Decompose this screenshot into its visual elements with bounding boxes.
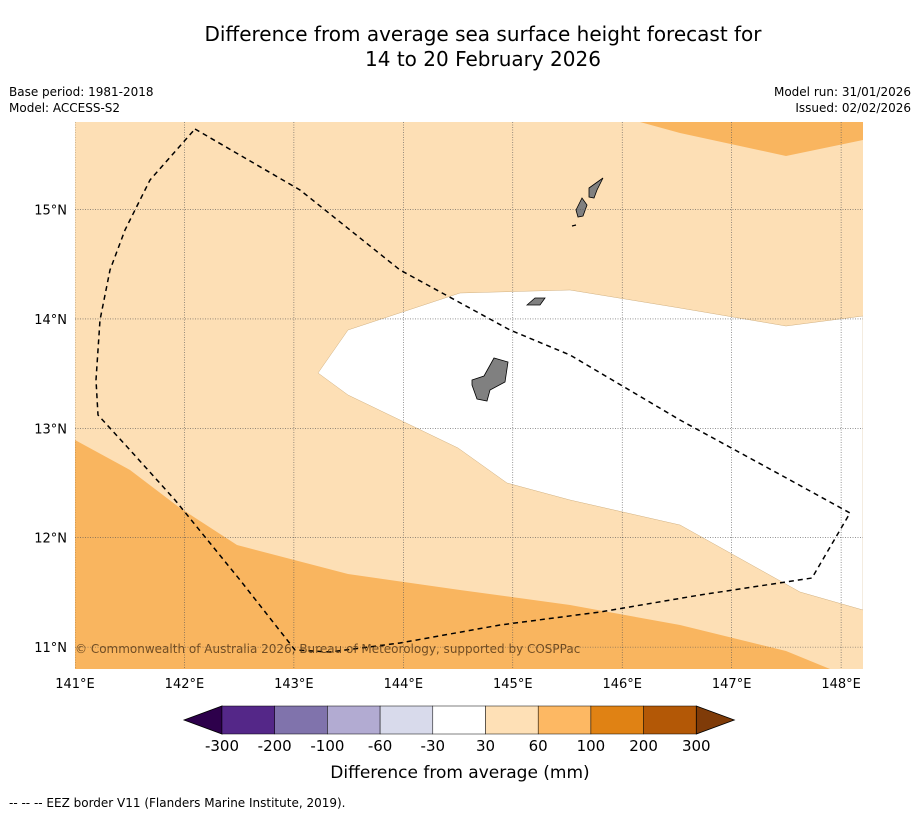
colorbar-segment <box>274 705 328 735</box>
colorbar-segment <box>221 705 275 735</box>
lon-tick-label: 147°E <box>712 677 752 692</box>
lat-tick-label: 11°N <box>34 641 67 656</box>
colorbar-tick-label: -200 <box>258 737 292 755</box>
lon-tick-label: 142°E <box>165 677 205 692</box>
colorbar-segment <box>485 705 539 735</box>
title-line-1: Difference from average sea surface heig… <box>204 22 762 46</box>
island-guam <box>471 357 509 402</box>
island-rota <box>525 297 546 306</box>
title-line-2: 14 to 20 February 2026 <box>365 47 601 71</box>
island-tinian <box>575 197 588 218</box>
copyright-text: © Commonwealth of Australia 2026, Bureau… <box>75 642 580 656</box>
lon-tick-label: 148°E <box>821 677 861 692</box>
colorbar-tick-label: -100 <box>310 737 344 755</box>
island-saipan <box>588 177 604 199</box>
colorbar-tick-label: -60 <box>368 737 393 755</box>
island-aguijan <box>571 224 577 227</box>
colorbar-ticks: -300 -200 -100 -60 -30 30 60 100 200 300 <box>205 737 711 755</box>
lat-tick-label: 12°N <box>34 532 67 547</box>
colorbar-tick-label: 300 <box>682 737 711 755</box>
meta-left: Base period: 1981-2018 Model: ACCESS-S2 <box>9 84 154 116</box>
latitude-labels: 15°N 14°N 13°N 12°N 11°N <box>34 204 67 657</box>
meta-right: Model run: 31/01/2026 Issued: 02/02/2026 <box>774 84 911 116</box>
colorbar-extend-low <box>182 705 223 735</box>
colorbar-segment <box>590 705 644 735</box>
lat-tick-label: 15°N <box>34 204 67 219</box>
colorbar-tick-label: 200 <box>629 737 658 755</box>
colorbar-tick-label: -30 <box>421 737 446 755</box>
colorbar-tick-label: 100 <box>577 737 606 755</box>
footnote: -- -- -- EEZ border V11 (Flanders Marine… <box>9 796 346 810</box>
longitude-labels: 141°E 142°E 143°E 144°E 145°E 146°E 147°E 148°E <box>55 677 861 692</box>
colorbar-segment <box>537 705 592 735</box>
base-period: Base period: 1981-2018 <box>9 85 154 99</box>
lon-tick-label: 145°E <box>493 677 533 692</box>
lon-tick-label: 141°E <box>55 677 95 692</box>
colorbar-tick-label: -300 <box>205 737 239 755</box>
eez-border <box>95 128 852 653</box>
colorbar-segment <box>379 705 434 735</box>
chart-title: Difference from average sea surface heig… <box>0 22 919 72</box>
colorbar-tick-label: 60 <box>529 737 548 755</box>
colorbar-label: Difference from average (mm) <box>330 763 589 783</box>
lon-tick-label: 143°E <box>274 677 314 692</box>
model-name: Model: ACCESS-S2 <box>9 101 121 115</box>
colorbar-tick-label: 30 <box>476 737 495 755</box>
lon-tick-label: 144°E <box>384 677 424 692</box>
colorbar-segment <box>327 705 381 735</box>
lon-tick-label: 146°E <box>602 677 642 692</box>
colorbar-segment <box>432 705 486 735</box>
region-60-100-mm-south <box>75 440 830 669</box>
colorbar <box>182 705 736 735</box>
region-neutral <box>317 289 863 611</box>
region-60-100-mm-north <box>640 122 863 156</box>
colorbar-segment <box>643 705 697 735</box>
colorbar-extend-high <box>695 705 736 735</box>
map-area: © Commonwealth of Australia 2026, Bureau… <box>75 122 863 669</box>
issued-date: Issued: 02/02/2026 <box>795 101 911 115</box>
lat-tick-label: 13°N <box>34 422 67 437</box>
model-run: Model run: 31/01/2026 <box>773 85 911 99</box>
lat-tick-label: 14°N <box>34 313 67 328</box>
gridlines <box>75 122 863 669</box>
